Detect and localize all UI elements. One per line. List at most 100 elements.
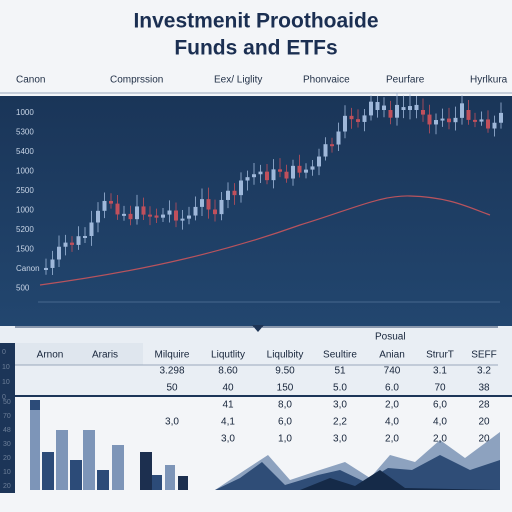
cell: 6,0: [433, 400, 447, 411]
cell: 2,0: [385, 434, 399, 445]
candle: [193, 206, 198, 216]
cell: 4,0: [433, 417, 447, 428]
cell: 3.1: [433, 366, 447, 377]
cell: 2,2: [333, 417, 347, 428]
candle: [453, 117, 458, 123]
candle: [96, 210, 100, 223]
candle: [440, 118, 445, 121]
candle: [226, 190, 230, 200]
cell: 3,0: [165, 417, 179, 428]
candle: [122, 213, 126, 216]
side-label: 0: [2, 349, 6, 356]
cell: 20: [478, 417, 490, 428]
candle: [362, 115, 367, 122]
cell: 150: [277, 383, 294, 394]
nav-item[interactable]: Phonvaice: [303, 75, 350, 86]
y-label: 5200: [16, 225, 34, 234]
nav-item[interactable]: Comprssion: [110, 75, 163, 86]
bar: [97, 470, 109, 490]
cell: 6,0: [278, 417, 292, 428]
candle: [109, 200, 113, 204]
candle: [408, 106, 412, 110]
candle: [317, 156, 321, 167]
candle: [375, 102, 380, 110]
y-label: 5400: [16, 147, 34, 156]
y-label: 2500: [16, 186, 34, 195]
nav-item[interactable]: Hyrlkura: [470, 75, 508, 86]
cell: 1,0: [278, 434, 292, 445]
bar: [165, 465, 175, 490]
candle: [206, 199, 211, 210]
y-label: 10: [3, 469, 11, 476]
cell: 41: [222, 400, 234, 411]
column-header: Araris: [92, 350, 118, 361]
chart-panel: [0, 96, 512, 326]
y-label: 1000: [16, 206, 34, 215]
bar: [112, 445, 124, 490]
candle: [265, 171, 269, 181]
nav-item[interactable]: Eex/ Liglity: [214, 75, 262, 86]
candle: [89, 222, 94, 236]
candle: [50, 259, 55, 268]
y-label: 20: [3, 455, 11, 462]
cell: 4,0: [385, 417, 399, 428]
bar: [70, 460, 82, 490]
y-label: 1500: [16, 245, 34, 254]
candle: [343, 115, 347, 132]
cell: 9.50: [275, 366, 295, 377]
candle: [187, 215, 191, 219]
candle: [278, 169, 282, 172]
candle: [479, 119, 484, 122]
cell: 740: [384, 366, 401, 377]
candle: [473, 119, 477, 122]
candle: [258, 171, 263, 175]
column-header: Seultire: [323, 350, 357, 361]
bar: [178, 476, 188, 490]
candle: [499, 112, 503, 123]
nav-item[interactable]: Canon: [16, 75, 45, 86]
cell: 50: [166, 383, 178, 394]
column-header: SEFF: [471, 350, 497, 361]
candle: [297, 165, 302, 173]
cell: 2,0: [433, 434, 447, 445]
candle: [180, 218, 185, 221]
bar-graphic: [30, 400, 188, 490]
candle: [141, 206, 146, 215]
bar: [83, 430, 95, 490]
cell: 3,0: [333, 434, 347, 445]
candle: [167, 210, 172, 215]
candle: [336, 131, 341, 145]
bar: [140, 452, 152, 490]
cell: 3.298: [159, 366, 184, 377]
candle: [395, 104, 399, 118]
candle: [414, 104, 419, 110]
pointer: [252, 325, 264, 332]
y-label: 48: [3, 427, 11, 434]
candle: [421, 110, 425, 115]
column-header: Liqulbity: [267, 350, 304, 361]
candle: [349, 115, 354, 120]
cell: 2,0: [385, 400, 399, 411]
y-label: 50: [3, 399, 11, 406]
candle: [466, 110, 471, 120]
side-label: 10: [2, 379, 10, 386]
title-line: Funds and ETFs: [174, 37, 337, 60]
candle: [401, 107, 406, 110]
cell: 40: [222, 383, 234, 394]
candle: [128, 213, 133, 220]
candle: [382, 105, 386, 110]
candle: [486, 119, 490, 129]
title-line: Investmenit Proothoaide: [133, 10, 378, 33]
y-label: Canon: [16, 264, 40, 273]
cell: 3,0: [333, 400, 347, 411]
cell: 8,0: [278, 400, 292, 411]
cell: 3,0: [221, 434, 235, 445]
candle: [252, 174, 256, 178]
candle: [44, 267, 48, 270]
candle: [434, 120, 438, 125]
candle: [388, 110, 393, 118]
candle: [148, 214, 152, 217]
nav-item[interactable]: Peurfare: [386, 75, 425, 86]
candle: [492, 122, 497, 129]
candle: [356, 119, 360, 122]
